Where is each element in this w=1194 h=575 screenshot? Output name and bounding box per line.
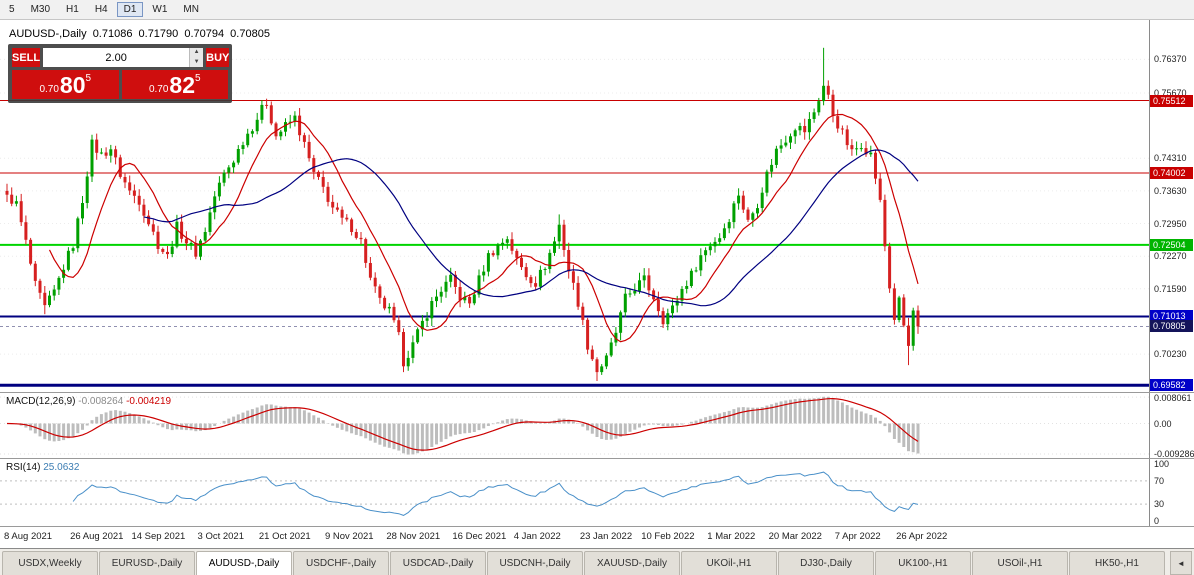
axis-label: 0.71590 <box>1154 283 1187 294</box>
axis-label: 0.00 <box>1154 418 1172 429</box>
timeframe-button-h1[interactable]: H1 <box>66 4 79 15</box>
price-tag: 0.70805 <box>1150 320 1193 333</box>
axis-label: 0.75670 <box>1154 87 1187 98</box>
chart-tab-ukoil-h1[interactable]: UKOil-,H1 <box>681 551 777 575</box>
timeframe-toolbar: 5 M30 H1 H4 D1 W1 MN <box>0 0 1194 20</box>
date-label: 28 Nov 2021 <box>386 531 441 542</box>
chart-symbol: AUDUSD-,Daily <box>9 28 87 40</box>
macd-panel: MACD(12,26,9) -0.008264 -0.004219 0.0080… <box>0 392 1194 459</box>
macd-name: MACD(12,26,9) <box>6 396 76 407</box>
rsi-label: RSI(14) 25.0632 <box>6 462 79 473</box>
date-label: 16 Dec 2021 <box>452 531 507 542</box>
price-tag: 0.74002 <box>1150 167 1193 180</box>
ohlc-low: 0.70794 <box>184 28 225 40</box>
volume-up-icon[interactable]: ▲ <box>190 48 204 58</box>
rsi-panel: RSI(14) 25.0632 100 70 30 0 <box>0 458 1194 526</box>
ask-prefix: 0.70 <box>148 84 169 95</box>
price-axis-rsi: 100 70 30 0 <box>1149 459 1194 526</box>
sell-button[interactable]: SELL <box>12 48 41 67</box>
chart-tab-xauusd-daily[interactable]: XAUUSD-,Daily <box>584 551 680 575</box>
price-axis-main: 0.76370 0.75670 0.74310 0.73630 0.72950 0.722… <box>1149 20 1194 392</box>
date-label: 21 Oct 2021 <box>258 531 311 542</box>
price-tag: 0.72504 <box>1150 238 1193 251</box>
bid-big-digits: 80 <box>59 72 86 98</box>
date-label: 7 Apr 2022 <box>834 531 881 542</box>
volume-input[interactable] <box>43 48 190 67</box>
macd-indicator-chart[interactable] <box>0 393 1149 458</box>
axis-label: 0.70230 <box>1154 349 1187 360</box>
date-label: 26 Apr 2022 <box>896 531 948 542</box>
date-label: 20 Mar 2022 <box>768 531 822 542</box>
chart-tab-dj30-daily[interactable]: DJ30-,Daily <box>778 551 874 575</box>
macd-signal-value: -0.004219 <box>126 396 172 407</box>
chart-ohlc-title: AUDUSD-,Daily 0.71086 0.71790 0.70794 0.… <box>9 28 273 40</box>
date-label: 9 Nov 2021 <box>324 531 374 542</box>
chart-tab-usdx-weekly[interactable]: USDX,Weekly <box>2 551 98 575</box>
price-tag: 0.69582 <box>1150 379 1193 392</box>
date-label: 23 Jan 2022 <box>579 531 633 542</box>
volume-spinner: ▲ ▼ <box>189 48 204 67</box>
date-label: 3 Oct 2021 <box>197 531 244 542</box>
timeframe-button-m30[interactable]: M30 <box>30 4 51 15</box>
date-label: 4 Jan 2022 <box>513 531 561 542</box>
date-label: 10 Feb 2022 <box>641 531 695 542</box>
macd-main-value: -0.008264 <box>78 396 124 407</box>
axis-label: 70 <box>1154 475 1165 486</box>
ask-big-digits: 82 <box>169 72 195 98</box>
axis-label: 0 <box>1154 516 1160 526</box>
timeframe-button-mn[interactable]: MN <box>183 4 199 15</box>
macd-label: MACD(12,26,9) -0.008264 -0.004219 <box>6 396 171 407</box>
tabs-scroll-left-icon[interactable]: ◄ <box>1170 551 1192 575</box>
ohlc-close: 0.70805 <box>230 28 270 40</box>
date-label: 26 Aug 2021 <box>70 531 124 542</box>
chart-tab-usdcnh-daily[interactable]: USDCNH-,Daily <box>487 551 583 575</box>
ohlc-open: 0.71086 <box>92 28 133 40</box>
chart-tab-eurusd-daily[interactable]: EURUSD-,Daily <box>99 551 195 575</box>
buy-button[interactable]: BUY <box>206 48 230 67</box>
ohlc-high: 0.71790 <box>138 28 179 40</box>
bid-price-button[interactable]: 0.70 80 5 <box>12 70 119 99</box>
one-click-trade-widget: SELL ▲ ▼ BUY 0.70 80 5 0.70 <box>8 44 232 103</box>
chart-tab-usoil-h1[interactable]: USOil-,H1 <box>972 551 1068 575</box>
chart-tab-usdcad-daily[interactable]: USDCAD-,Daily <box>390 551 486 575</box>
axis-label: 0.008061 <box>1154 393 1192 403</box>
axis-label: 0.76370 <box>1154 54 1187 65</box>
candlestick-chart[interactable] <box>0 20 1149 392</box>
axis-label: 0.72270 <box>1154 251 1187 262</box>
price-tag: 0.75512 <box>1150 94 1193 107</box>
chart-tab-usdchf-daily[interactable]: USDCHF-,Daily <box>293 551 389 575</box>
timeframe-button-w1[interactable]: W1 <box>152 4 168 15</box>
date-label: 1 Mar 2022 <box>707 531 756 542</box>
chart-tab-uk100-h1[interactable]: UK100-,H1 <box>875 551 971 575</box>
date-label: 8 Aug 2021 <box>4 531 53 542</box>
volume-box: ▲ ▼ <box>43 48 204 67</box>
chart-tabs-bar: USDX,Weekly EURUSD-,Daily AUDUSD-,Daily USD… <box>0 548 1194 575</box>
timeframe-button-h4[interactable]: H4 <box>94 4 108 15</box>
main-chart-panel: AUDUSD-,Daily 0.71086 0.71790 0.70794 0.… <box>0 20 1194 392</box>
price-axis-macd: 0.008061 0.00 -0.009286 <box>1149 393 1194 459</box>
axis-label: 0.72950 <box>1154 218 1187 229</box>
rsi-indicator-chart[interactable] <box>0 459 1149 526</box>
axis-label: -0.009286 <box>1154 449 1194 459</box>
ask-pip-digit: 5 <box>195 73 201 84</box>
axis-label: 0.73630 <box>1154 185 1187 196</box>
date-label: 14 Sep 2021 <box>131 531 186 542</box>
axis-label: 100 <box>1154 459 1170 469</box>
chart-tab-audusd-daily[interactable]: AUDUSD-,Daily <box>196 551 292 575</box>
date-axis: 8 Aug 2021 26 Aug 2021 14 Sep 2021 3 Oct 20… <box>0 526 1194 548</box>
bid-pip-digit: 5 <box>85 73 92 84</box>
rsi-name: RSI(14) <box>6 462 41 473</box>
ask-price-button[interactable]: 0.70 82 5 <box>121 70 228 99</box>
rsi-value: 25.0632 <box>43 462 80 473</box>
volume-down-icon[interactable]: ▼ <box>190 57 204 67</box>
chart-tab-hk50-h1[interactable]: HK50-,H1 <box>1069 551 1165 575</box>
price-tag: 0.71013 <box>1150 310 1193 323</box>
axis-label: 30 <box>1154 499 1165 510</box>
axis-label: 0.74310 <box>1154 153 1187 164</box>
bid-prefix: 0.70 <box>39 84 59 95</box>
timeframe-button-5[interactable]: 5 <box>9 4 15 15</box>
timeframe-button-d1[interactable]: D1 <box>116 2 144 17</box>
